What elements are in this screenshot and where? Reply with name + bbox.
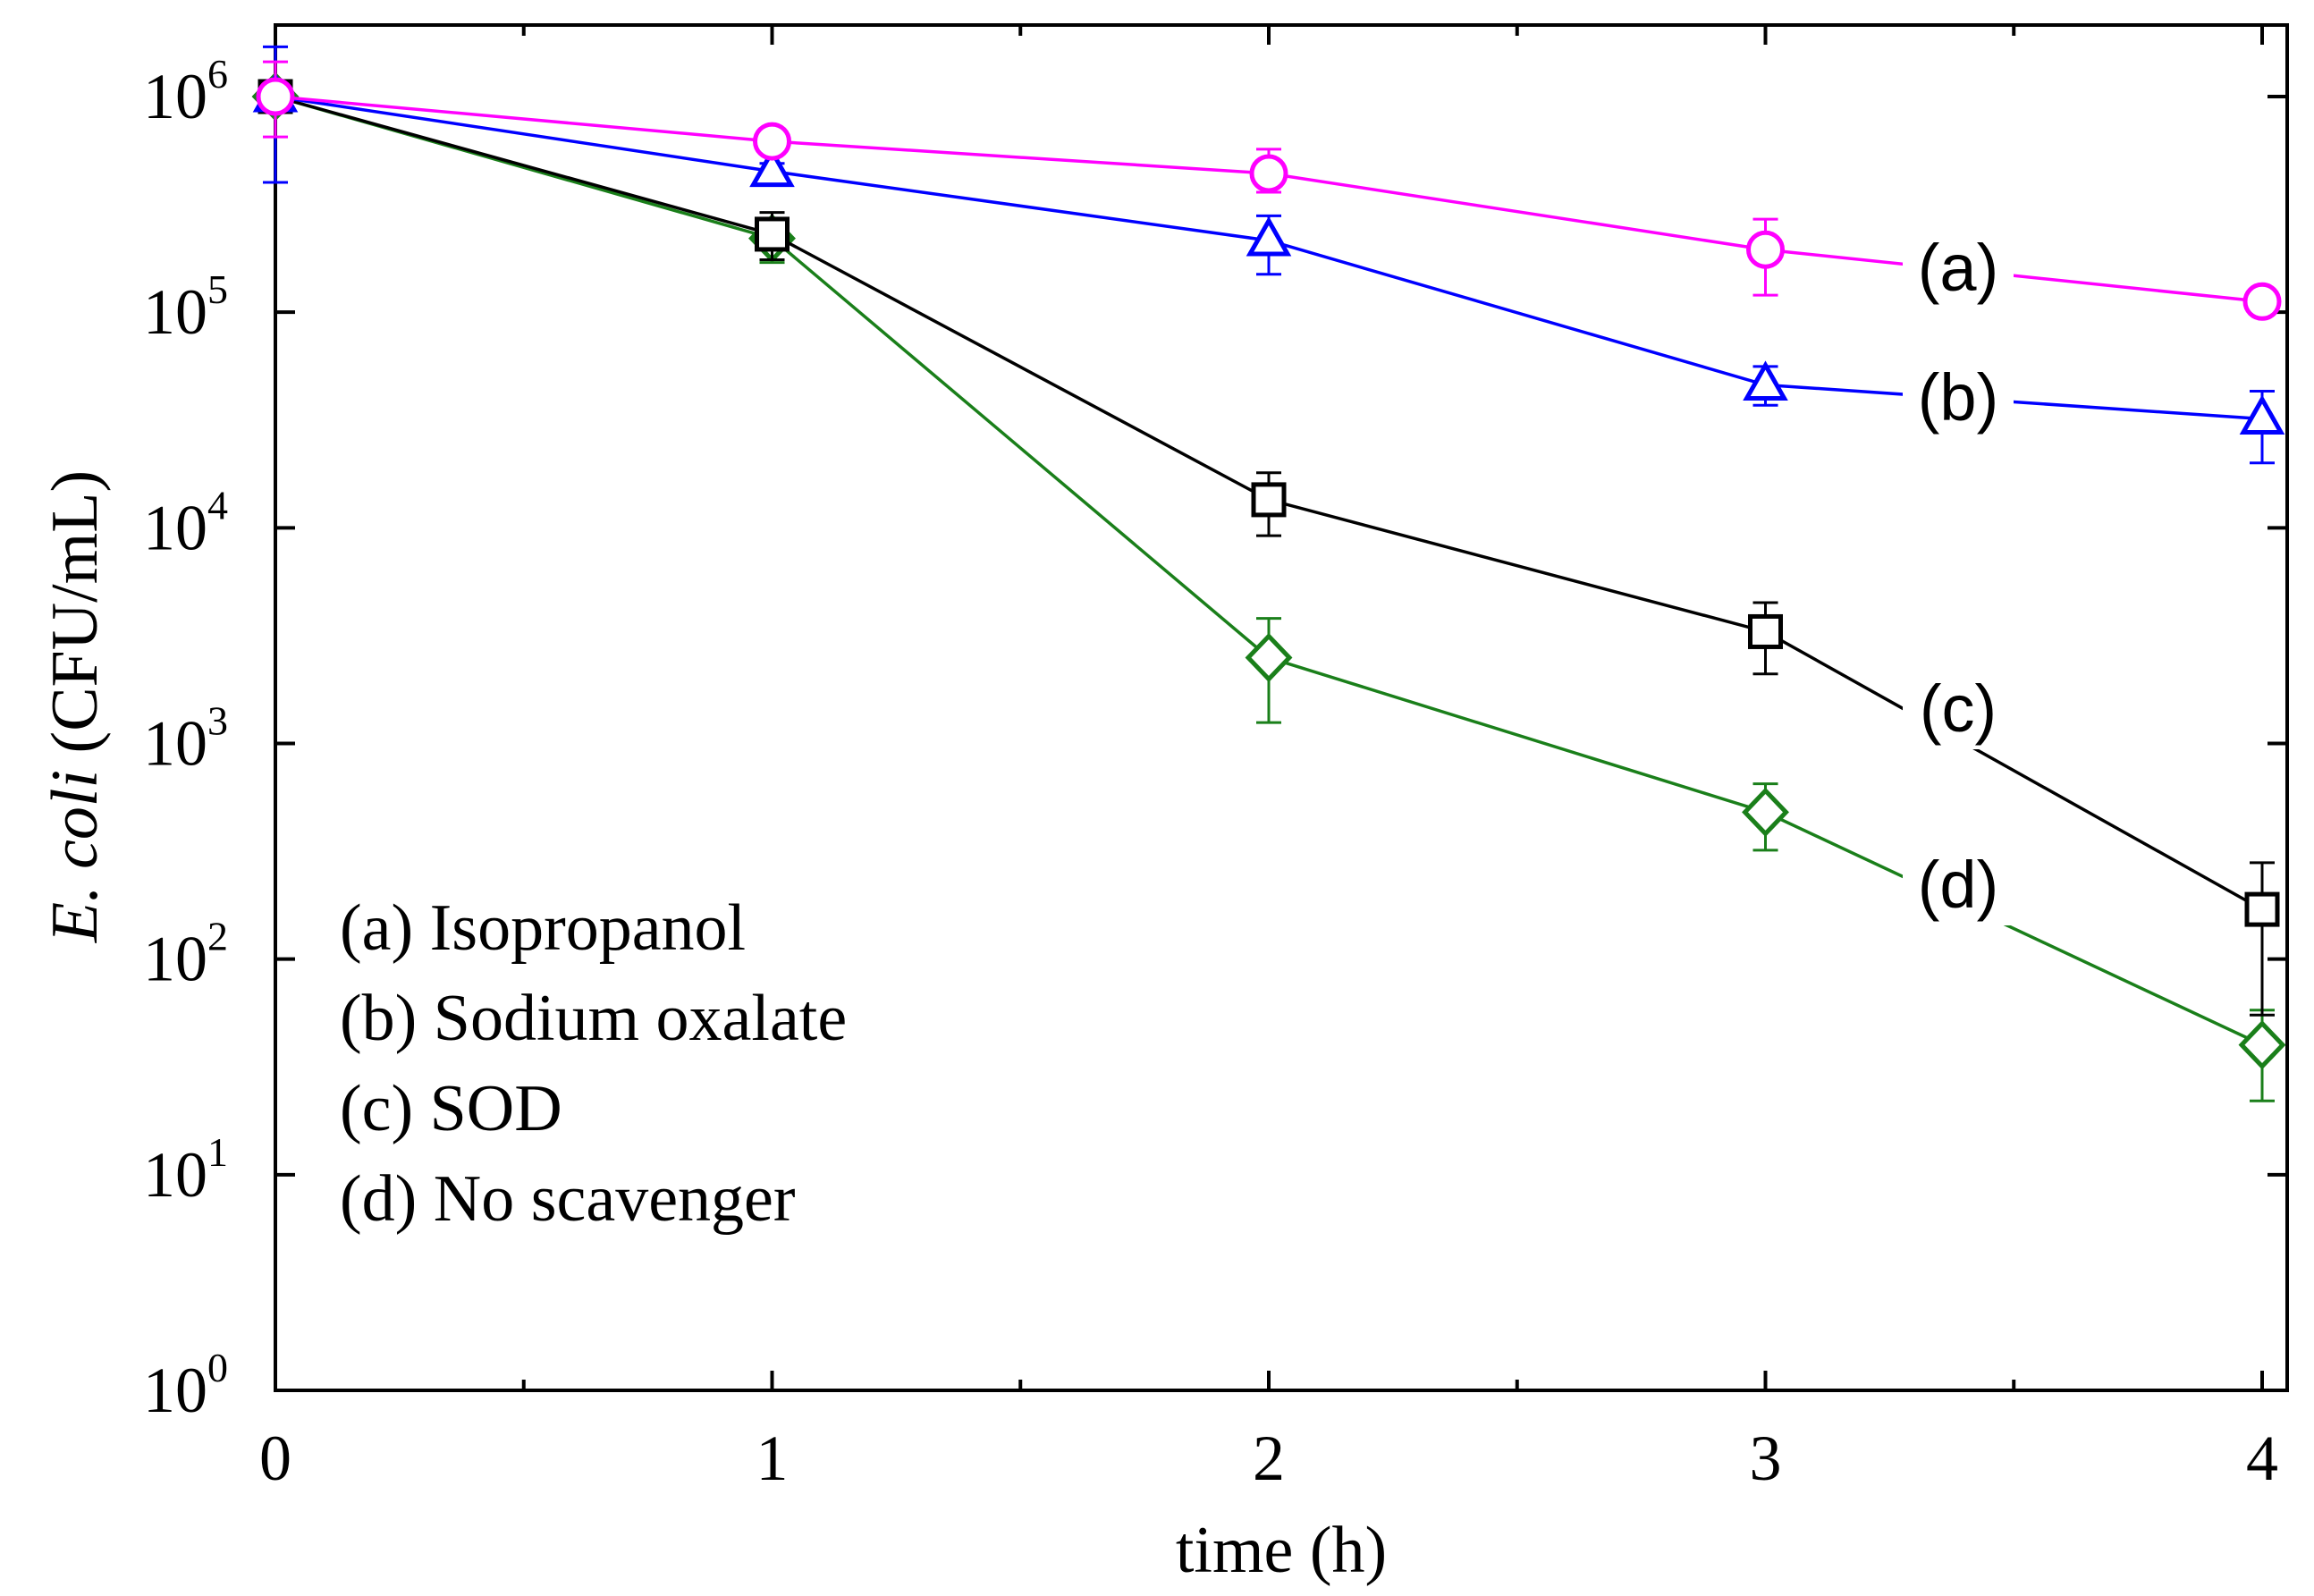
series-layer: [251, 45, 2286, 1102]
legend-entry: (c) SOD: [340, 1072, 562, 1145]
x-tick-label: 2: [1253, 1423, 1285, 1494]
y-tick-exponent: 5: [207, 266, 228, 312]
y-tick-base: 10: [143, 1139, 207, 1211]
x-tick-label: 3: [1750, 1423, 1782, 1494]
y-tick-label: 104: [143, 482, 228, 563]
y-axis-label-organism: E. coli: [38, 770, 112, 943]
marker-square: [755, 216, 790, 252]
marker-circle: [1249, 154, 1288, 193]
series-tag-bg: [1903, 361, 2014, 438]
marker-triangle: [2239, 394, 2285, 435]
y-tick-label: 100: [143, 1345, 228, 1426]
marker-square: [1748, 613, 1783, 649]
marker-circle: [1746, 230, 1785, 269]
marker-square: [1251, 482, 1287, 518]
y-tick-exponent: 0: [207, 1345, 228, 1390]
plot-frame: [274, 23, 2289, 1392]
marker-diamond: [1245, 632, 1293, 683]
marker-diamond: [1742, 787, 1789, 837]
marker-diamond: [2238, 1020, 2286, 1070]
y-tick-base: 10: [143, 61, 207, 132]
y-tick-exponent: 1: [207, 1129, 228, 1175]
series-tag: (d): [1918, 848, 1998, 922]
marker-circle: [753, 122, 791, 161]
y-tick-label: 101: [143, 1129, 228, 1211]
series-tag-bg: [1903, 232, 2014, 308]
series-tag: (b): [1918, 360, 1998, 435]
axes-layer: [274, 23, 2289, 1392]
series-tag: (a): [1918, 231, 1998, 305]
y-axis-label: E. coli (CFU/mL): [38, 470, 112, 943]
marker-triangle: [1743, 360, 1788, 401]
legend-entry: (b) Sodium oxalate: [340, 982, 847, 1055]
y-tick-base: 10: [143, 276, 207, 348]
marker-circle: [256, 77, 295, 116]
x-tick-label: 4: [2246, 1423, 2278, 1494]
y-tick-label: 105: [143, 266, 228, 348]
y-axis-label-unit: (CFU/mL): [38, 470, 112, 770]
series-tag-bg: [1903, 672, 2014, 749]
y-tick-exponent: 6: [207, 51, 228, 97]
x-tick-label: 0: [259, 1423, 291, 1494]
legend-entry: (d) No scavenger: [340, 1162, 796, 1236]
x-axis-label: time (h): [1176, 1514, 1387, 1587]
y-tick-base: 10: [143, 924, 207, 995]
y-tick-exponent: 3: [207, 698, 228, 744]
y-tick-base: 10: [143, 708, 207, 780]
legend-entry: (a) Isopropanol: [340, 891, 746, 965]
y-tick-label: 102: [143, 914, 228, 995]
series-tag: (c): [1920, 671, 1997, 746]
y-tick-exponent: 2: [207, 914, 228, 959]
y-tick-label: 106: [143, 51, 228, 132]
y-tick-exponent: 4: [207, 482, 228, 528]
y-tick-label: 103: [143, 698, 228, 780]
marker-triangle: [1246, 215, 1292, 257]
series-tag-bg: [1903, 849, 2014, 925]
y-tick-base: 10: [143, 492, 207, 563]
y-tick-base: 10: [143, 1355, 207, 1426]
marker-square: [2244, 891, 2280, 927]
marker-circle: [2242, 282, 2282, 321]
marker-triangle: [749, 147, 795, 188]
x-tick-label: 1: [756, 1423, 789, 1494]
